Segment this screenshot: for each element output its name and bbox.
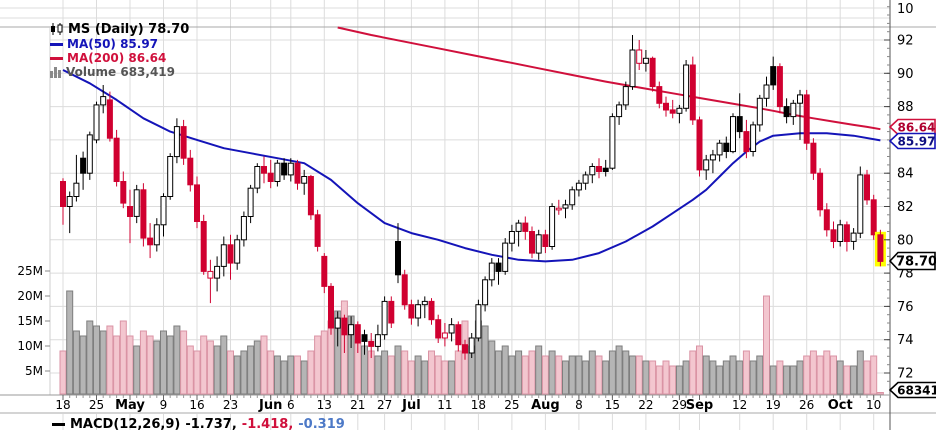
axis-badge bbox=[888, 132, 936, 150]
axis-badge bbox=[888, 118, 936, 136]
price-axis-label: 72 bbox=[897, 367, 914, 382]
x-axis-label: Aug bbox=[531, 398, 560, 413]
price-axis-label: 92 bbox=[897, 34, 914, 49]
volume-axis-label: 25M bbox=[17, 264, 43, 278]
volume-axis-label: 10M bbox=[17, 339, 43, 353]
x-axis-label: 9 bbox=[160, 398, 168, 412]
price-axis-label: 78 bbox=[897, 267, 914, 282]
x-axis-label: 18 bbox=[55, 398, 70, 412]
x-axis-label: 25 bbox=[89, 398, 104, 412]
x-axis-label: May bbox=[115, 398, 145, 413]
x-axis-label: 12 bbox=[732, 398, 747, 412]
price-axis-label: 82 bbox=[897, 200, 914, 215]
x-axis-label: 25 bbox=[504, 398, 519, 412]
axes-layer: 18 25 May 9 16 23 Jun 6 13 21 27 Jul 11 18 25 Aug 8 15 22 2… bbox=[0, 0, 914, 430]
x-axis-label: 15 bbox=[605, 398, 620, 412]
x-axis-label: Oct bbox=[828, 398, 853, 413]
x-axis-label: 6 bbox=[287, 398, 295, 412]
ma200-line bbox=[337, 26, 881, 131]
x-axis-label: 19 bbox=[766, 398, 781, 412]
axis-badge-value: 85.97 bbox=[898, 135, 936, 149]
x-axis-label: 29 bbox=[672, 398, 687, 412]
axis-badge bbox=[888, 381, 936, 399]
price-axis-label: 80 bbox=[897, 233, 914, 248]
x-axis-label: 21 bbox=[350, 398, 365, 412]
price-axis-label: 76 bbox=[897, 300, 914, 315]
upper-panel-axis-label: 10 bbox=[897, 2, 914, 17]
volume-bars-layer bbox=[59, 290, 884, 395]
price-axis-label: 88 bbox=[897, 100, 914, 115]
x-axis-label: 11 bbox=[437, 398, 452, 412]
axis-badge-value: 68341 bbox=[897, 384, 936, 398]
axis-badge-value: 78.70 bbox=[896, 255, 936, 270]
x-axis-label: 22 bbox=[638, 398, 653, 412]
x-axis-label: Jun bbox=[258, 398, 282, 413]
x-axis-label: 16 bbox=[189, 398, 204, 412]
x-axis-label: 13 bbox=[317, 398, 332, 412]
price-axis-label: 74 bbox=[897, 333, 914, 348]
x-axis-label: 26 bbox=[799, 398, 814, 412]
price-axis-label: 84 bbox=[897, 167, 914, 182]
x-axis-label: 10 bbox=[866, 398, 881, 412]
volume-axis-label: 15M bbox=[17, 314, 43, 328]
x-axis-label: Sep bbox=[686, 398, 714, 413]
x-axis-label: 27 bbox=[377, 398, 392, 412]
x-axis-label: Jul bbox=[401, 398, 421, 413]
x-axis-label: 18 bbox=[471, 398, 486, 412]
volume-axis-label: 20M bbox=[17, 289, 43, 303]
x-axis-label: 23 bbox=[223, 398, 238, 412]
axis-badge-value: 86.64 bbox=[898, 121, 936, 135]
price-axis-label: 90 bbox=[897, 67, 914, 82]
candles-layer bbox=[60, 35, 886, 360]
x-axis-label: 8 bbox=[575, 398, 583, 412]
axis-badge bbox=[888, 251, 936, 271]
volume-axis-label: 5M bbox=[25, 364, 43, 378]
